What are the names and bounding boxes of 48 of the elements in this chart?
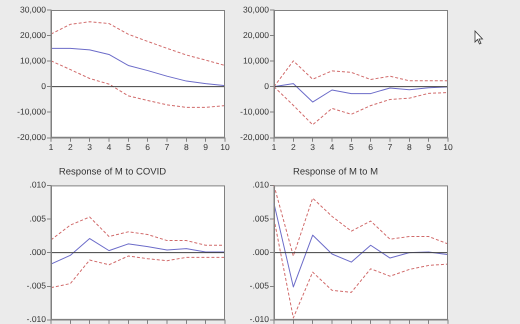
y-tick-label: .000 [252, 246, 270, 257]
line-series [50, 60, 226, 108]
x-tick-label: 9 [426, 142, 432, 152]
x-tick-label: 3 [87, 142, 92, 152]
x-tick-label: 4 [106, 142, 112, 152]
y-tick-label: 30,000 [20, 4, 46, 14]
y-tick-label: -.005 [250, 280, 270, 291]
chart-title: Response of M to COVID [58, 166, 166, 178]
line-series [50, 21, 226, 66]
x-tick-label: 8 [406, 142, 412, 152]
y-tick-label: -.010 [250, 314, 270, 324]
y-tick-label: .005 [252, 213, 270, 224]
x-tick-label: 7 [388, 142, 393, 152]
y-tick-label: 0 [41, 81, 46, 92]
y-tick-label: 0 [264, 81, 270, 92]
y-tick-label: .010 [252, 180, 270, 190]
y-tick-label: -10,000 [240, 106, 270, 117]
y-tick-label: 10,000 [243, 55, 270, 66]
x-tick-label: 10 [220, 142, 230, 152]
y-tick-label: .010 [29, 180, 46, 190]
x-tick-label: 5 [126, 142, 131, 152]
y-tick-label: 20,000 [20, 30, 46, 40]
x-tick-label: 1 [272, 142, 277, 152]
y-tick-label: -20,000 [17, 132, 46, 142]
x-tick-label: 2 [290, 142, 296, 152]
x-tick-label: 6 [368, 142, 374, 152]
x-tick-label: 6 [145, 142, 150, 152]
x-tick-label: 5 [348, 142, 354, 152]
y-tick-label: -.010 [26, 314, 46, 324]
x-tick-label: 3 [310, 142, 316, 152]
y-tick-label: 10,000 [20, 55, 46, 66]
x-tick-label: 10 [443, 142, 453, 152]
y-tick-label: -10,000 [17, 106, 46, 117]
y-tick-label: .000 [29, 246, 46, 257]
x-tick-label: 9 [203, 142, 208, 152]
y-tick-label: .005 [29, 213, 46, 224]
y-tick-label: 30,000 [243, 4, 270, 14]
x-tick-label: 4 [330, 142, 335, 152]
y-tick-label: -20,000 [240, 132, 270, 142]
line-series [274, 185, 448, 257]
y-tick-label: -.005 [26, 280, 46, 291]
x-tick-label: 2 [68, 142, 73, 152]
x-tick-label: 7 [164, 142, 170, 152]
x-tick-label: 8 [184, 142, 189, 152]
x-tick-label: 1 [48, 142, 54, 152]
chart-title: Response of M to M [292, 166, 378, 178]
line-series [50, 256, 226, 288]
y-tick-label: 20,000 [243, 30, 270, 40]
